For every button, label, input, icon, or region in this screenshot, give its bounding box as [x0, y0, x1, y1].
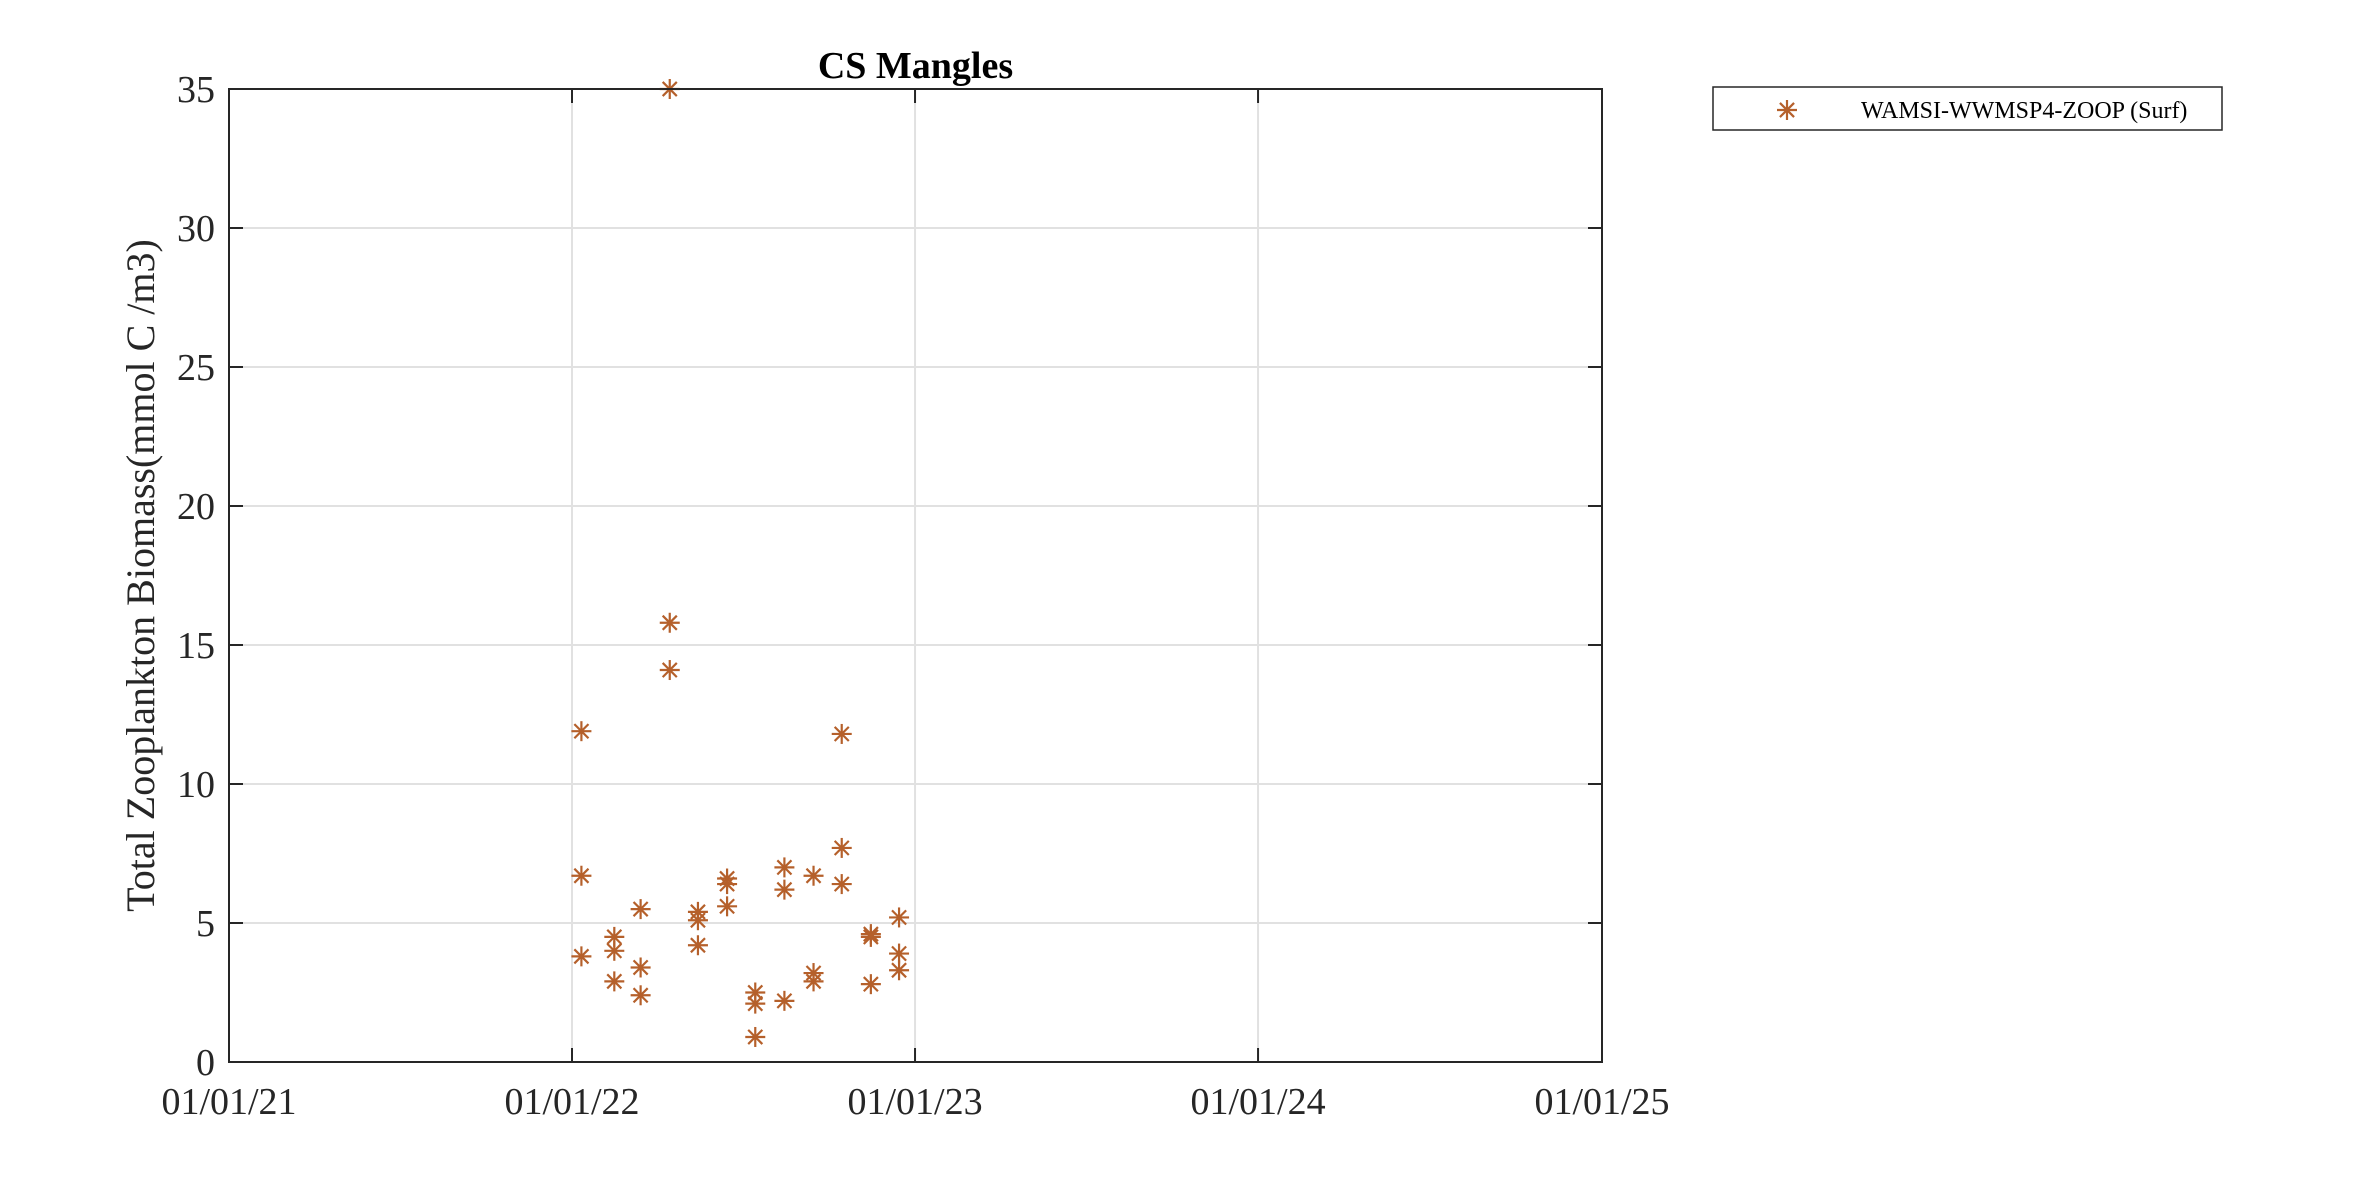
x-tick-labels: 01/01/21 01/01/22 01/01/23 01/01/24 01/01/25 — [161, 1081, 1669, 1123]
y-tick-label: 0 — [196, 1042, 215, 1084]
data-point — [604, 971, 625, 992]
data-point — [831, 723, 852, 744]
data-point — [803, 865, 824, 886]
legend: WAMSI-WWMSP4-ZOOP (Surf) — [1712, 86, 2223, 131]
data-points — [571, 79, 910, 1047]
y-tick-labels: 0 5 10 15 20 25 30 35 — [177, 69, 215, 1084]
data-point — [831, 837, 852, 858]
data-point — [803, 971, 824, 992]
data-point — [860, 974, 881, 995]
data-point — [630, 957, 651, 978]
x-tick-label: 01/01/23 — [847, 1081, 982, 1123]
x-tick-label: 01/01/21 — [161, 1081, 296, 1123]
data-point — [604, 940, 625, 961]
data-point — [745, 993, 766, 1014]
data-point — [687, 910, 708, 931]
data-point — [831, 874, 852, 895]
data-point — [889, 907, 910, 928]
x-tick-label: 01/01/25 — [1534, 1081, 1669, 1123]
legend-marker-asterisk-icon — [1777, 100, 1797, 120]
legend-box — [1712, 86, 2223, 131]
data-point — [860, 926, 881, 947]
chart-title: CS Mangles — [818, 45, 1013, 87]
gridlines — [229, 89, 1602, 1062]
data-point — [687, 935, 708, 956]
data-point — [774, 879, 795, 900]
y-tick-label: 30 — [177, 208, 215, 250]
y-tick-label: 10 — [177, 764, 215, 806]
data-point — [571, 865, 592, 886]
y-tick-label: 5 — [196, 903, 215, 945]
data-point — [630, 899, 651, 920]
data-point — [659, 660, 680, 681]
data-point — [774, 857, 795, 878]
x-tick-label: 01/01/24 — [1190, 1081, 1325, 1123]
data-point — [717, 874, 738, 895]
data-point — [889, 943, 910, 964]
data-point — [630, 985, 651, 1006]
data-point — [745, 1026, 766, 1047]
y-tick-label: 25 — [177, 347, 215, 389]
legend-asterisk-icon — [1777, 100, 1797, 120]
data-point — [571, 721, 592, 742]
legend-entry-label: WAMSI-WWMSP4-ZOOP (Surf) — [1861, 98, 2187, 124]
y-tick-label: 15 — [177, 625, 215, 667]
data-point — [659, 612, 680, 633]
y-axis-label: Total Zooplankton Biomass(mmol C /m3) — [118, 239, 163, 912]
data-point — [717, 896, 738, 917]
data-point — [889, 960, 910, 981]
axes-box — [228, 88, 1603, 1063]
x-tick-label: 01/01/22 — [504, 1081, 639, 1123]
data-point — [571, 946, 592, 967]
data-point — [774, 990, 795, 1011]
y-tick-label: 35 — [177, 69, 215, 111]
y-tick-label: 20 — [177, 486, 215, 528]
